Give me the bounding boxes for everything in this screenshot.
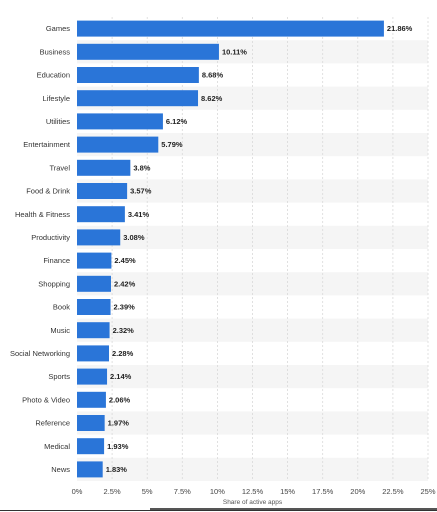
x-tick-label: 2.5%: [104, 487, 121, 496]
category-label: Lifestyle: [42, 94, 70, 103]
x-tick-labels: 0% 2.5% 5% 7.5% 10% 12.5% 15% 17.5% 20% 22.5% 25%: [72, 487, 436, 496]
x-tick-label: 10%: [210, 487, 225, 496]
bar: [77, 183, 128, 199]
bar: [77, 438, 105, 455]
value-labels: 21.86% 10.11% 8.68% 8.62% 6.12% 5.79% 3.8% 3.57…: [106, 24, 413, 474]
category-label: Sports: [48, 372, 70, 381]
x-tick-label: 12.5%: [242, 487, 264, 496]
value-label: 8.68%: [202, 71, 224, 80]
bar: [77, 415, 105, 431]
value-label: 2.45%: [114, 256, 136, 265]
value-label: 2.39%: [114, 303, 136, 312]
bars: [77, 20, 384, 478]
bar: [77, 229, 121, 246]
category-label: Social Networking: [10, 349, 70, 358]
value-label: 1.97%: [108, 419, 130, 428]
bar: [77, 368, 108, 385]
category-labels: Games Business Education Lifestyle Utilities…: [10, 24, 71, 474]
bar: [77, 252, 112, 269]
row-stripe: [77, 272, 428, 296]
category-label: Book: [53, 303, 70, 312]
bar: [77, 159, 131, 176]
category-label: Shopping: [38, 279, 70, 288]
x-tick-label: 0%: [72, 487, 83, 496]
x-tick-label: 22.5%: [382, 487, 404, 496]
value-label: 6.12%: [166, 117, 188, 126]
bar: [77, 113, 163, 130]
value-label: 10.11%: [222, 47, 247, 56]
bar: [77, 275, 111, 292]
x-tick-label: 15%: [280, 487, 295, 496]
value-label: 2.28%: [112, 349, 134, 358]
value-label: 3.57%: [130, 187, 152, 196]
value-label: 5.79%: [161, 140, 183, 149]
x-axis-title: Share of active apps: [223, 499, 283, 506]
bar: [77, 67, 199, 83]
bar: [77, 206, 125, 223]
category-label: Productivity: [31, 233, 70, 242]
bar: [77, 322, 110, 339]
value-label: 2.42%: [114, 279, 136, 288]
category-label: News: [51, 465, 70, 474]
category-label: Finance: [43, 256, 70, 265]
value-label: 3.08%: [123, 233, 145, 242]
value-label: 2.14%: [110, 372, 132, 381]
bar: [77, 391, 106, 408]
value-label: 8.62%: [201, 94, 223, 103]
bar: [77, 20, 384, 37]
x-tick-label: 25%: [420, 487, 435, 496]
x-tick-label: 20%: [350, 487, 365, 496]
category-label: Entertainment: [23, 140, 71, 149]
x-tick-label: 17.5%: [312, 487, 334, 496]
value-label: 2.06%: [109, 395, 131, 404]
bar: [77, 299, 111, 315]
value-label: 2.32%: [113, 326, 135, 335]
x-tick-label: 7.5%: [174, 487, 191, 496]
category-label: Games: [46, 24, 70, 33]
bar: [77, 461, 103, 478]
category-label: Photo & Video: [22, 395, 70, 404]
category-label: Utilities: [46, 117, 70, 126]
bar: [77, 136, 159, 153]
category-label: Reference: [35, 419, 70, 428]
value-label: 1.83%: [106, 465, 128, 474]
row-stripe: [77, 133, 428, 157]
bar: [77, 43, 219, 60]
bar: [77, 345, 110, 362]
category-label: Travel: [49, 163, 70, 172]
value-label: 1.93%: [107, 442, 129, 451]
row-stripe: [77, 365, 428, 389]
value-label: 3.41%: [128, 210, 150, 219]
x-tick-label: 5%: [142, 487, 153, 496]
bar: [77, 90, 199, 107]
category-label: Education: [37, 71, 70, 80]
value-label: 21.86%: [387, 24, 413, 33]
category-label: Food & Drink: [26, 187, 70, 196]
category-label: Business: [40, 47, 71, 56]
value-label: 3.8%: [133, 163, 150, 172]
category-label: Music: [50, 326, 70, 335]
category-label: Health & Fitness: [15, 210, 70, 219]
category-label: Medical: [44, 442, 70, 451]
